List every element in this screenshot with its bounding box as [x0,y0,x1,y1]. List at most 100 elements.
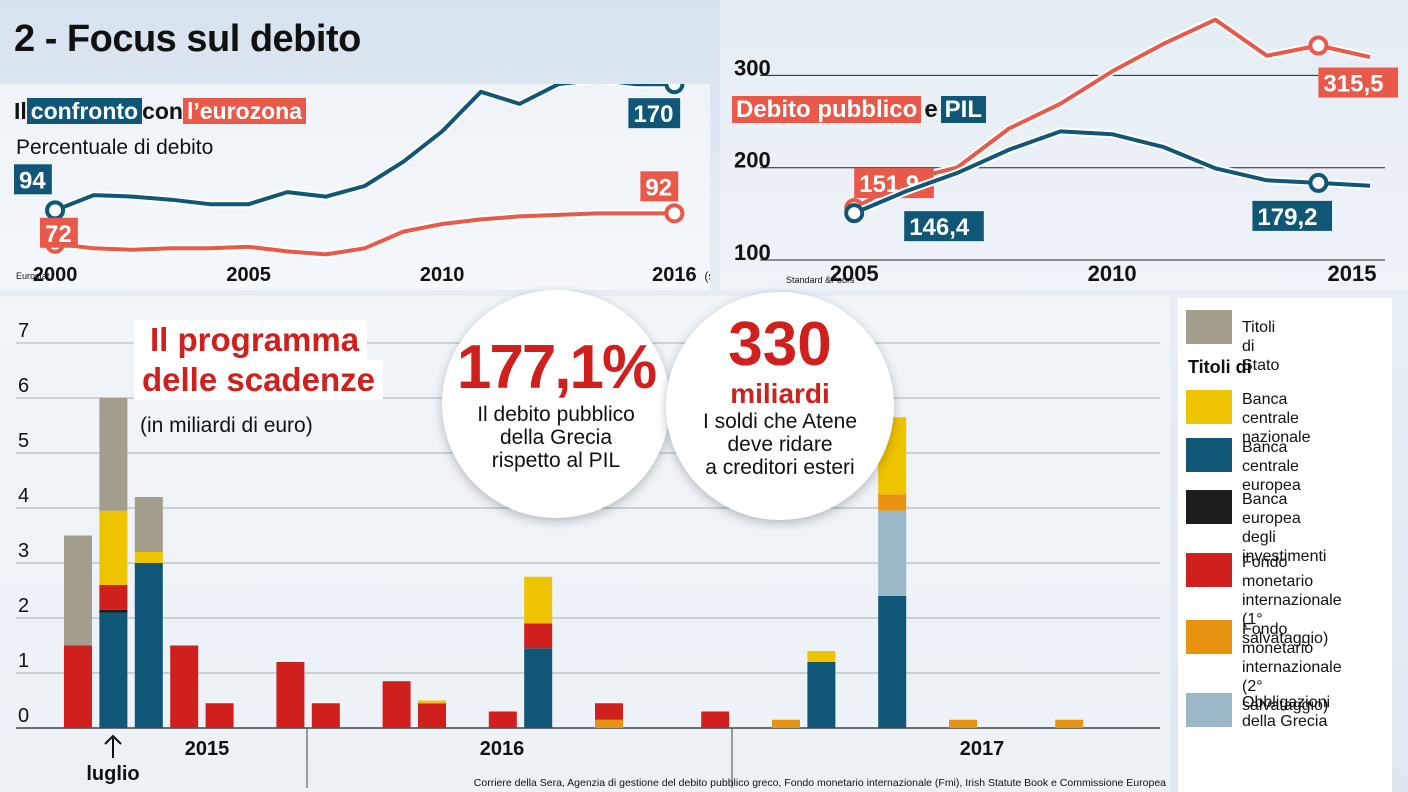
bar-segment-fmi2 [1055,719,1084,728]
year-label: 2017 [960,738,1005,760]
bar-segment-fmi1 [488,711,517,728]
y-tick-label: 4 [18,485,29,507]
series-line-1 [853,129,1371,216]
x-tick-label: 2015 [1328,261,1377,286]
series-end-label-0-bg [1318,67,1399,98]
bar-segment-fmi1 [418,703,446,728]
y-tick-label: 100 [734,240,771,265]
year-label: 2016 [480,738,525,760]
bar-segment-bce [134,563,163,728]
bar-segment-stato [64,535,92,646]
series-start-label-1: 146,4 [909,214,970,241]
bar-segment-fmi2 [949,719,977,728]
legend-label-bce: Banca centrale europea [1242,439,1301,494]
eurozone-title: Il confronto con l’eurozona [14,98,306,125]
bar-segment-fmi1 [205,703,234,728]
series-start-marker-1 [844,203,865,224]
schedule-title-line1: Il programma [134,320,368,360]
july-arrow-head [104,734,122,745]
y-tick-label: 5 [18,430,29,452]
debt-gdp-title: Debito pubblico e PIL [732,96,987,124]
foreign-debt-text3: a creditori esteri [705,456,855,479]
july-marker-label: luglio [86,763,139,785]
schedule-bar-chart: 0 1 2 3 4 5 6 7 2015 2016 2017 luglio Corriere della… [16,320,1166,789]
bar-segment-bce [878,596,907,728]
foreign-debt-text1: I soldi che Atene [702,410,858,433]
legend-label-obb: Obbligazioni della Grecia [1242,694,1331,730]
bar-segment-stato [99,398,128,511]
bar-segment-obb [878,510,907,596]
bar-segment-fmi1 [311,703,340,728]
bar-segment-fmi1 [276,662,305,728]
bar-segment-bce [524,648,553,728]
series-end-label-0: 170 [633,101,673,128]
bar-segment-fmi1 [64,645,92,728]
series-line-0 [54,84,675,213]
bar-segment-bcn [418,700,446,704]
x-tick-label: 2010 [420,264,465,286]
x-tick-label: 2000 [33,264,78,286]
series-end-marker-1 [664,203,685,224]
y-tick-label: 1 [18,650,29,672]
eurozone-line-chart: 94 170 72 92 2000 2005 2010 2016 (stime) Eurostat [14,84,710,286]
schedule-title: Il programma delle scadenze [134,320,383,400]
y-tick-label: 2 [18,595,29,617]
legend-label-fmi1: Fondo monetario internazionale (1° salvata… [1242,554,1342,647]
bar-segment-fmi2 [772,719,800,728]
legend-swatch-bce [1186,438,1232,472]
legend-label-bei: Banca europea degli investimenti [1242,491,1327,565]
bar-segment-bce [807,662,836,728]
bar-segment-fmi2 [878,494,907,511]
bar-segment-fmi1 [382,681,411,728]
x-tick-suffix: (stime) [704,269,710,283]
series-start-label-0-bg [14,164,52,195]
source-label: Standard &Poors [786,275,855,285]
schedule-title-line2: delle scadenze [134,360,383,400]
legend-swatch-bei [1186,490,1232,524]
series-start-label-1-bg [40,217,78,248]
x-tick-label: 2005 [830,261,879,286]
bar-segment-bcn [524,576,553,624]
y-tick-label: 300 [734,55,771,80]
legend-swatch-fmi2 [1186,620,1232,654]
foreign-debt-text2: deve ridare [727,433,833,456]
bar-segment-fmi1 [701,711,730,728]
y-tick-label: 7 [18,320,29,342]
foreign-debt-value: 330 [728,310,832,379]
legend-swatch-obb [1186,693,1232,727]
series-end-label-1: 179,2 [1257,204,1317,231]
title-word-debito: Debito pubblico [732,96,922,123]
x-tick-label: 2010 [1088,261,1137,286]
bar-segment-fmi1 [99,585,128,610]
bar-segment-stato [134,497,163,552]
series-line-0 [853,17,1371,210]
bar-segment-fmi2 [595,719,623,728]
bar-segment-bcn [99,510,128,585]
series-end-label-1-bg [1252,200,1333,231]
title-word-pil: PIL [940,96,987,123]
debt-ratio-value: 177,1% [456,333,657,402]
series-start-marker-0 [45,200,66,221]
series-end-label-0: 315,5 [1323,71,1383,98]
legend-label-fmi2: Fondo monetario internazionale (2° salvata… [1242,621,1342,714]
year-label: 2015 [185,738,230,760]
series-end-marker-0 [664,84,685,95]
legend-swatch-bcn [1186,390,1232,424]
source-label: Corriere della Sera, Agenzia di gestione… [474,777,1166,789]
bar-segment-bei [99,609,128,613]
legend-heading: Titoli di [1188,357,1252,377]
series-line-1 [54,211,675,257]
source-label: Eurostat [16,271,50,281]
series-end-marker-0 [1308,35,1329,56]
bar-segment-fmi1 [524,623,553,649]
title-word-confronto: confronto [26,98,143,124]
series-start-label-1: 72 [45,221,72,248]
bar-segment-bcn [807,651,836,662]
y-tick-label: 200 [734,148,771,173]
legend-label-bcn: Banca centrale nazionale [1242,391,1311,446]
foreign-debt-circle: 330 miliardi I soldi che Atene deve rida… [666,292,894,520]
debt-ratio-text3: rispetto al PIL [491,449,621,472]
debt-ratio-text2: della Grecia [499,426,613,449]
series-end-label-1-bg [640,171,679,202]
page-title: 2 - Focus sul debito [14,18,361,60]
